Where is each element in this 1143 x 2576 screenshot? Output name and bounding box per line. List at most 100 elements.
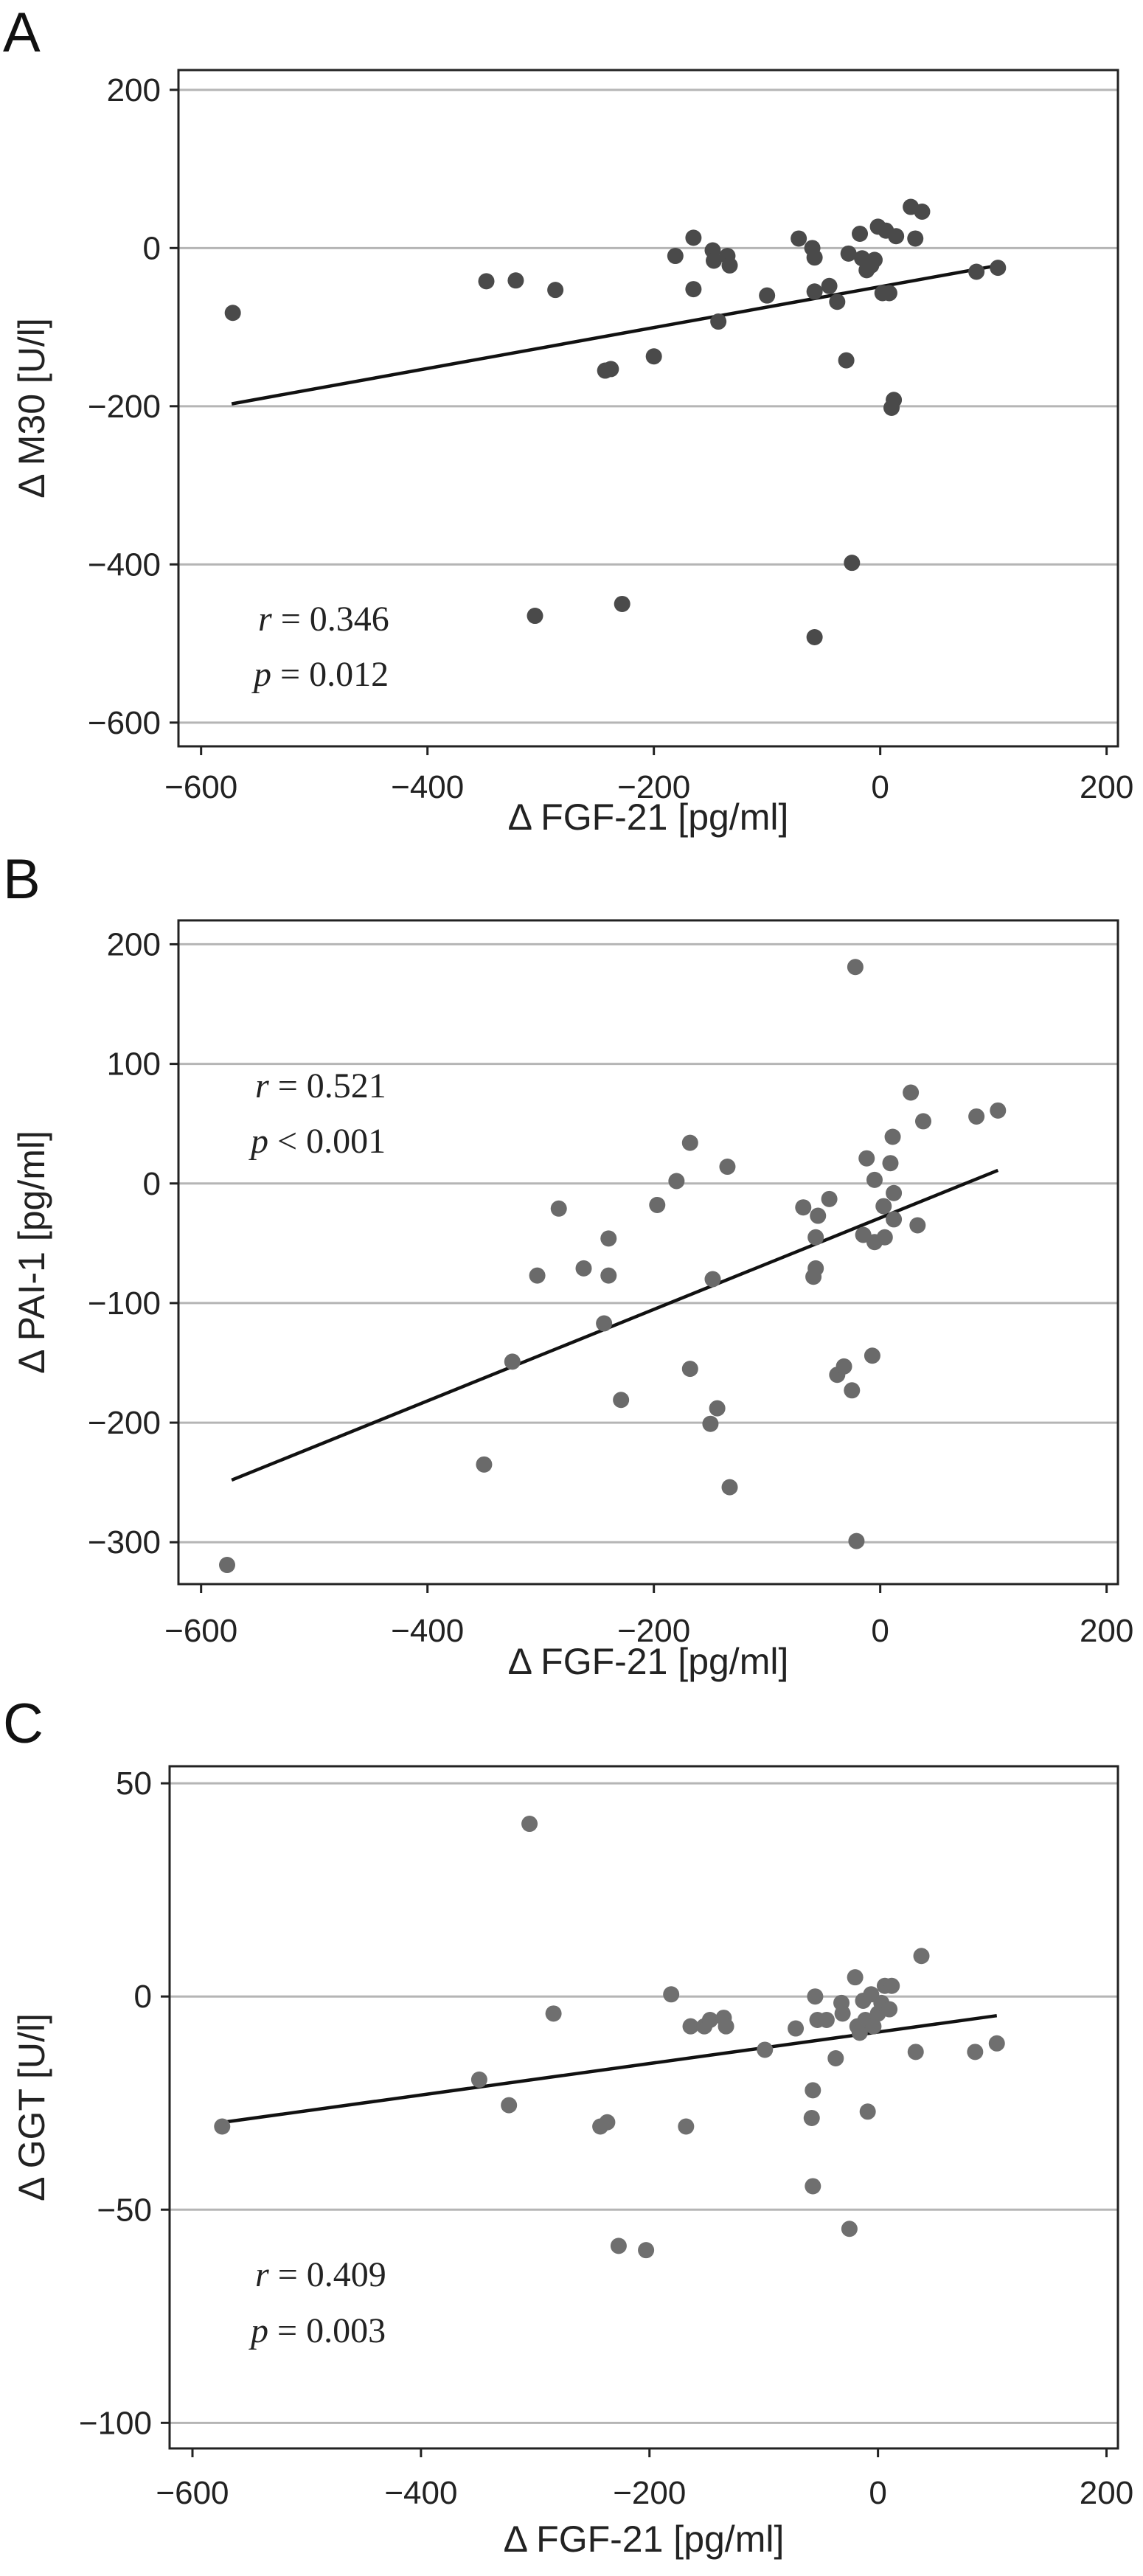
data-point [668,1173,685,1190]
data-point [821,277,838,294]
data-point [527,608,543,625]
r-statistic: r = 0.521 [255,1066,386,1105]
data-point [886,392,903,409]
data-point [834,2005,851,2022]
data-point [575,1260,592,1277]
x-tick-label: −200 [617,1613,690,1649]
y-axis-label: Δ GGT [U/l] [11,2013,52,2201]
r-symbol: r [255,1066,269,1105]
data-point [807,1229,824,1246]
panel-a: A 200 0 −200 −400 −600−600 −400 −200 0 200 Δ FGF-… [3,1,1133,838]
x-tick-label: −400 [384,2475,457,2511]
plot-frame [177,69,1119,748]
x-tick-label: −200 [613,2475,686,2511]
data-point [667,248,684,265]
data-point [847,959,864,976]
data-point [803,2109,820,2126]
r-statistic: r = 0.346 [258,600,389,639]
data-point [844,1382,861,1399]
x-tick-label: 200 [1080,2475,1133,2511]
data-point [903,1084,920,1101]
data-point [859,2103,876,2120]
r-value: = 0.346 [272,600,389,639]
y-tick-label: −600 [88,705,161,741]
data-point [888,228,905,245]
data-point [806,249,823,266]
data-point [224,305,241,322]
data-point [907,230,924,247]
data-point [547,282,564,299]
y-tick-label: 0 [134,1979,152,2015]
panel-letter-c: C [3,1693,44,1755]
x-tick-label: 200 [1080,769,1133,805]
data-point [504,1353,521,1370]
data-point [214,2118,231,2135]
data-point [886,1211,903,1228]
y-tick-label: 0 [143,1166,161,1202]
data-point [685,229,702,246]
data-point [521,1816,538,1833]
data-point [880,285,897,302]
p-statistic: p = 0.012 [251,655,389,694]
y-tick-label: 50 [116,1766,152,1802]
data-point [709,1400,726,1417]
data-point [806,628,823,645]
data-point [795,1199,812,1216]
plot-frame [177,919,1119,1586]
y-tick-label: −300 [88,1524,161,1560]
data-point [638,2242,655,2259]
p-statistic: p < 0.001 [249,1122,386,1161]
data-point [599,2114,616,2131]
data-point [914,1113,931,1130]
data-point [788,2020,805,2037]
panel-c: C 50 0 −50 −100−600 −400 −200 0 200 Δ FGF-21 [pg… [3,1693,1133,2560]
data-point [545,2005,562,2022]
p-value: = 0.003 [268,2311,386,2350]
regression-line [231,1168,999,1482]
data-point [678,2118,695,2135]
p-statistic: p = 0.003 [249,2311,386,2350]
data-point [875,1198,892,1215]
x-tick-label: 0 [871,1613,889,1649]
data-point [852,226,869,243]
data-point [841,2221,858,2237]
data-point [614,595,630,612]
panel-letter-a: A [3,1,41,64]
data-point [914,203,931,220]
data-point [600,1267,617,1284]
data-point [721,1479,738,1496]
y-tick-label: −200 [88,389,161,425]
data-point [847,1969,864,1986]
data-point [610,2237,627,2254]
x-tick-label: −400 [391,769,464,805]
data-point [681,1361,698,1378]
x-tick-label: −600 [164,769,237,805]
y-tick-label: −100 [88,1285,161,1322]
data-point [844,555,861,572]
data-point [600,1230,617,1247]
x-tick-label: −400 [391,1613,464,1649]
y-tick-label: −50 [97,2192,152,2228]
panel-b: B 200 100 0 −100 −200 −300 −600 −400 −200 0 200 Δ F… [3,848,1133,1682]
y-tick-label: −100 [79,2405,152,2441]
y-tick-label: 200 [107,72,161,108]
data-point [721,257,738,274]
data-point [550,1200,567,1217]
r-value: = 0.521 [269,1066,386,1105]
data-point [909,1217,926,1234]
x-axis-label: Δ FGF-21 [pg/ml] [508,1641,789,1682]
data-point [864,1347,880,1364]
p-symbol: p [249,2311,268,2350]
x-tick-label: −600 [156,2475,229,2511]
data-point [829,294,846,310]
x-tick-label: 0 [871,769,889,805]
data-point [682,2018,699,2035]
data-point [810,1207,827,1224]
data-point [681,1134,698,1151]
regression-line [231,263,998,406]
data-point [858,1150,875,1167]
p-symbol: p [251,655,271,694]
r-symbol: r [258,600,272,639]
data-point [835,1358,852,1375]
